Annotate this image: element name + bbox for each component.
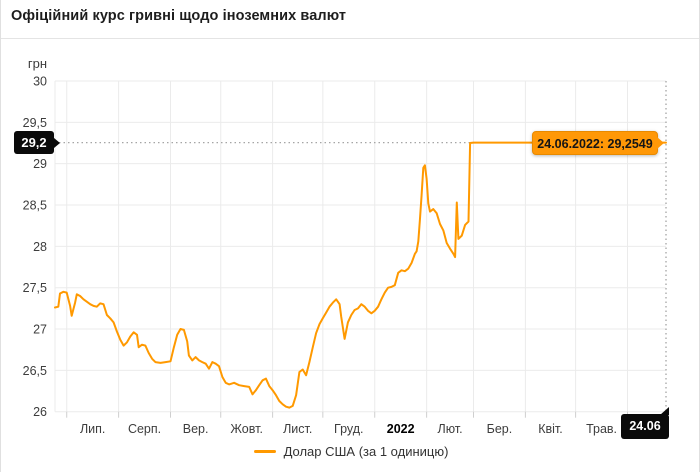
x-axis-month-label: Вер. — [183, 422, 209, 436]
x-axis-month-label: Трав. — [586, 422, 617, 436]
rate-tooltip-text: 24.06.2022: 29,2549 — [537, 136, 653, 151]
legend: Долар США (за 1 одиницю) — [1, 444, 699, 459]
legend-series-label: Долар США (за 1 одиницю) — [283, 444, 449, 459]
badge-notch-up-icon — [660, 407, 669, 415]
y-axis-tick-label: 29 — [33, 157, 47, 171]
y-axis-tick-label: 26 — [33, 405, 47, 419]
x-axis-end-date-badge: 24.06 — [621, 407, 669, 439]
y-axis-tick-label: 27,5 — [23, 281, 47, 295]
x-axis-month-label: Серп. — [128, 422, 161, 436]
y-axis-tick-label: 29,5 — [23, 116, 47, 130]
axis-ticks — [66, 411, 628, 418]
y-axis-tick-label: 27 — [33, 323, 47, 337]
x-axis-month-label: Лист. — [283, 422, 312, 436]
y-axis-tick-label: 28 — [33, 240, 47, 254]
y-axis-marker-label: 29,2 — [21, 135, 47, 151]
y-axis-unit-label: грн — [27, 56, 47, 71]
x-axis-month-label: Жовт. — [230, 422, 263, 436]
x-axis-month-label: 2022 — [387, 422, 415, 436]
x-axis-month-label: Лип. — [80, 422, 105, 436]
tooltip-arrow-right-icon — [657, 136, 664, 149]
y-axis-tick-label: 26,5 — [23, 364, 47, 378]
x-axis-month-label: Груд. — [334, 422, 363, 436]
rate-tooltip: 24.06.2022: 29,2549 — [532, 130, 664, 155]
rate-line-series — [54, 141, 667, 409]
x-axis-month-label: Квіт. — [538, 422, 563, 436]
x-axis-month-label: Лют. — [437, 422, 462, 436]
y-axis-marker-badge: 29,2 — [14, 131, 60, 155]
axis-labels: 30 29,5 29 28,5 28 27,5 27 26,5 26 Лип. Серп. Вер. Ж… — [23, 75, 617, 437]
x-axis-end-date-label: 24.06 — [629, 419, 661, 433]
marker-arrow-right-icon — [54, 137, 60, 148]
y-axis-tick-label: 30 — [33, 75, 47, 89]
y-axis-tick-label: 28,5 — [23, 199, 47, 213]
x-axis-month-label: Бер. — [487, 422, 513, 436]
legend-line-swatch — [253, 450, 276, 453]
page-title: Офіційний курс гривні щодо іноземних вал… — [11, 8, 347, 24]
header-divider — [1, 38, 699, 39]
gridlines — [54, 80, 666, 413]
